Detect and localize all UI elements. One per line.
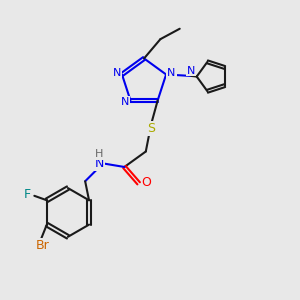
Text: N: N (121, 97, 129, 107)
Text: Br: Br (36, 239, 50, 252)
Text: N: N (187, 66, 196, 76)
Text: H: H (95, 149, 103, 160)
Text: N: N (94, 157, 104, 170)
Text: F: F (24, 188, 32, 201)
Text: O: O (142, 176, 152, 189)
Text: N: N (112, 68, 121, 78)
Text: S: S (147, 122, 155, 135)
Text: N: N (167, 68, 175, 78)
